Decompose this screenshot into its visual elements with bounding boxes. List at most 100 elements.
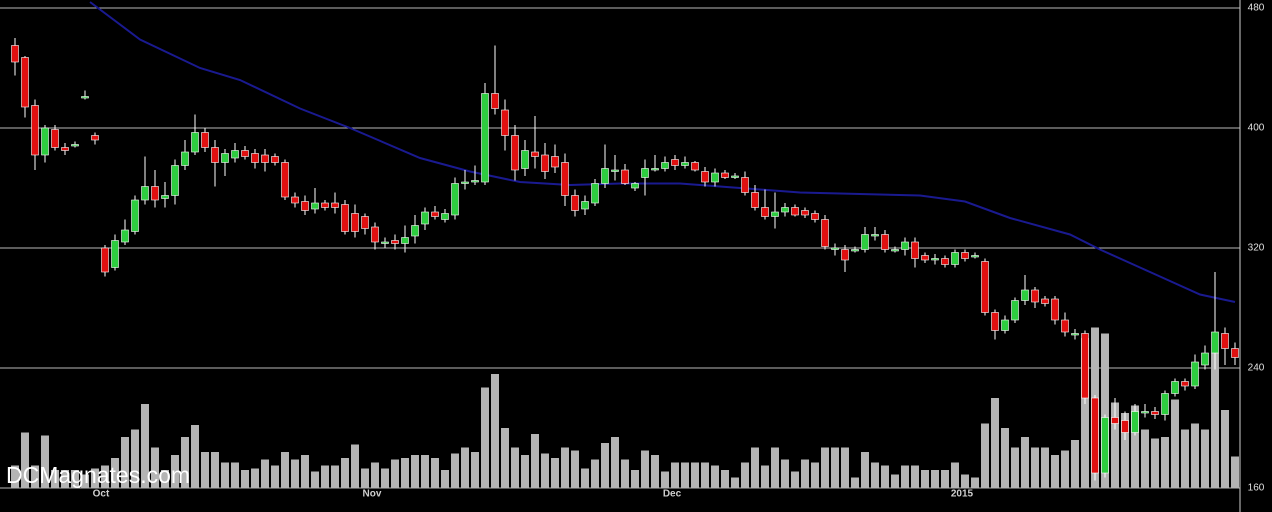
moving-average	[89, 1, 1236, 303]
volume-bar	[811, 462, 819, 488]
candle-body	[1221, 333, 1229, 349]
candle-body	[541, 154, 549, 172]
volume-bar	[131, 429, 139, 488]
candle-body	[281, 162, 289, 198]
candle-body	[941, 258, 949, 265]
candle-body	[611, 169, 619, 172]
candle-body	[181, 151, 189, 166]
volume-bar	[161, 470, 169, 488]
volume-bar	[1161, 437, 1169, 488]
y-tick-label: 160	[1248, 483, 1265, 494]
volume-bar	[441, 470, 449, 488]
volume-bar	[1221, 410, 1229, 488]
candle-body	[71, 144, 79, 147]
volume-bar	[861, 452, 869, 488]
candle-body	[731, 175, 739, 178]
candle-body	[561, 162, 569, 196]
volume-bar	[741, 462, 749, 488]
volume-bar	[431, 458, 439, 488]
volume-bar	[671, 462, 679, 488]
candle-body	[891, 249, 899, 252]
candle-body	[591, 183, 599, 204]
volume-bar	[1141, 429, 1149, 488]
candle-body	[1191, 361, 1199, 387]
volume-bar	[301, 455, 309, 488]
volume-bar	[661, 471, 669, 488]
volume-bar	[871, 462, 879, 488]
volume-bar	[1041, 447, 1049, 488]
candle-body	[231, 150, 239, 159]
volume-bar	[791, 471, 799, 488]
candle-body	[1201, 352, 1209, 366]
volume-bar	[821, 447, 829, 488]
candle-body	[751, 192, 759, 208]
candle-body	[1081, 333, 1089, 399]
candle-body	[911, 241, 919, 259]
volume-bar	[651, 455, 659, 488]
candle-body	[221, 153, 229, 163]
x-tick-label: Dec	[663, 489, 682, 500]
candle-body	[1111, 417, 1119, 424]
volume-bar	[71, 470, 79, 488]
candle-body	[551, 156, 559, 168]
candle-body	[621, 169, 629, 184]
volume-bar	[581, 468, 589, 488]
volume-bars	[11, 327, 1239, 488]
candle-body	[1141, 411, 1149, 414]
volume-bar	[331, 465, 339, 488]
candle-body	[11, 45, 19, 63]
volume-bar	[511, 447, 519, 488]
candle-body	[431, 211, 439, 217]
candle-body	[1131, 411, 1139, 433]
candle-body	[241, 150, 249, 157]
volume-bar	[311, 471, 319, 488]
candle-body	[1061, 319, 1069, 333]
volume-bar	[401, 458, 409, 488]
candle-body	[1171, 381, 1179, 394]
volume-bar	[61, 470, 69, 488]
volume-bar	[731, 477, 739, 488]
candle-body	[761, 207, 769, 217]
volume-bar	[471, 452, 479, 488]
candle-body	[31, 105, 39, 156]
volume-bar	[751, 447, 759, 488]
volume-bar	[1111, 402, 1119, 488]
volume-bar	[961, 474, 969, 488]
candle-body	[271, 156, 279, 163]
volume-bar	[51, 470, 59, 488]
grid	[0, 7, 1240, 489]
volume-bar	[991, 398, 999, 488]
volume-bar	[601, 443, 609, 488]
candle-body	[351, 213, 359, 232]
candle-body	[721, 172, 729, 178]
x-tick-label: Nov	[363, 489, 382, 500]
volume-bar	[391, 459, 399, 488]
volume-bar	[761, 465, 769, 488]
volume-bar	[901, 465, 909, 488]
candle-body	[331, 202, 339, 208]
candle-body	[421, 211, 429, 225]
candle-body	[781, 207, 789, 213]
candle-body	[471, 180, 479, 183]
volume-bar	[941, 470, 949, 488]
volume-bar	[111, 458, 119, 488]
volume-bar	[531, 434, 539, 488]
volume-bar	[1101, 333, 1109, 488]
volume-bar	[141, 404, 149, 488]
volume-bar	[41, 435, 49, 488]
candle-body	[321, 202, 329, 208]
volume-bar	[891, 474, 899, 488]
candle-body	[211, 147, 219, 163]
candle-body	[801, 210, 809, 216]
y-tick-label: 400	[1248, 123, 1265, 134]
candle-body	[341, 204, 349, 232]
candle-body	[841, 249, 849, 261]
candle-body	[481, 93, 489, 183]
candle-body	[151, 186, 159, 201]
volume-bar	[261, 459, 269, 488]
volume-bar	[1051, 455, 1059, 488]
volume-bar	[921, 470, 929, 488]
volume-bar	[91, 468, 99, 488]
candle-body	[491, 93, 499, 109]
